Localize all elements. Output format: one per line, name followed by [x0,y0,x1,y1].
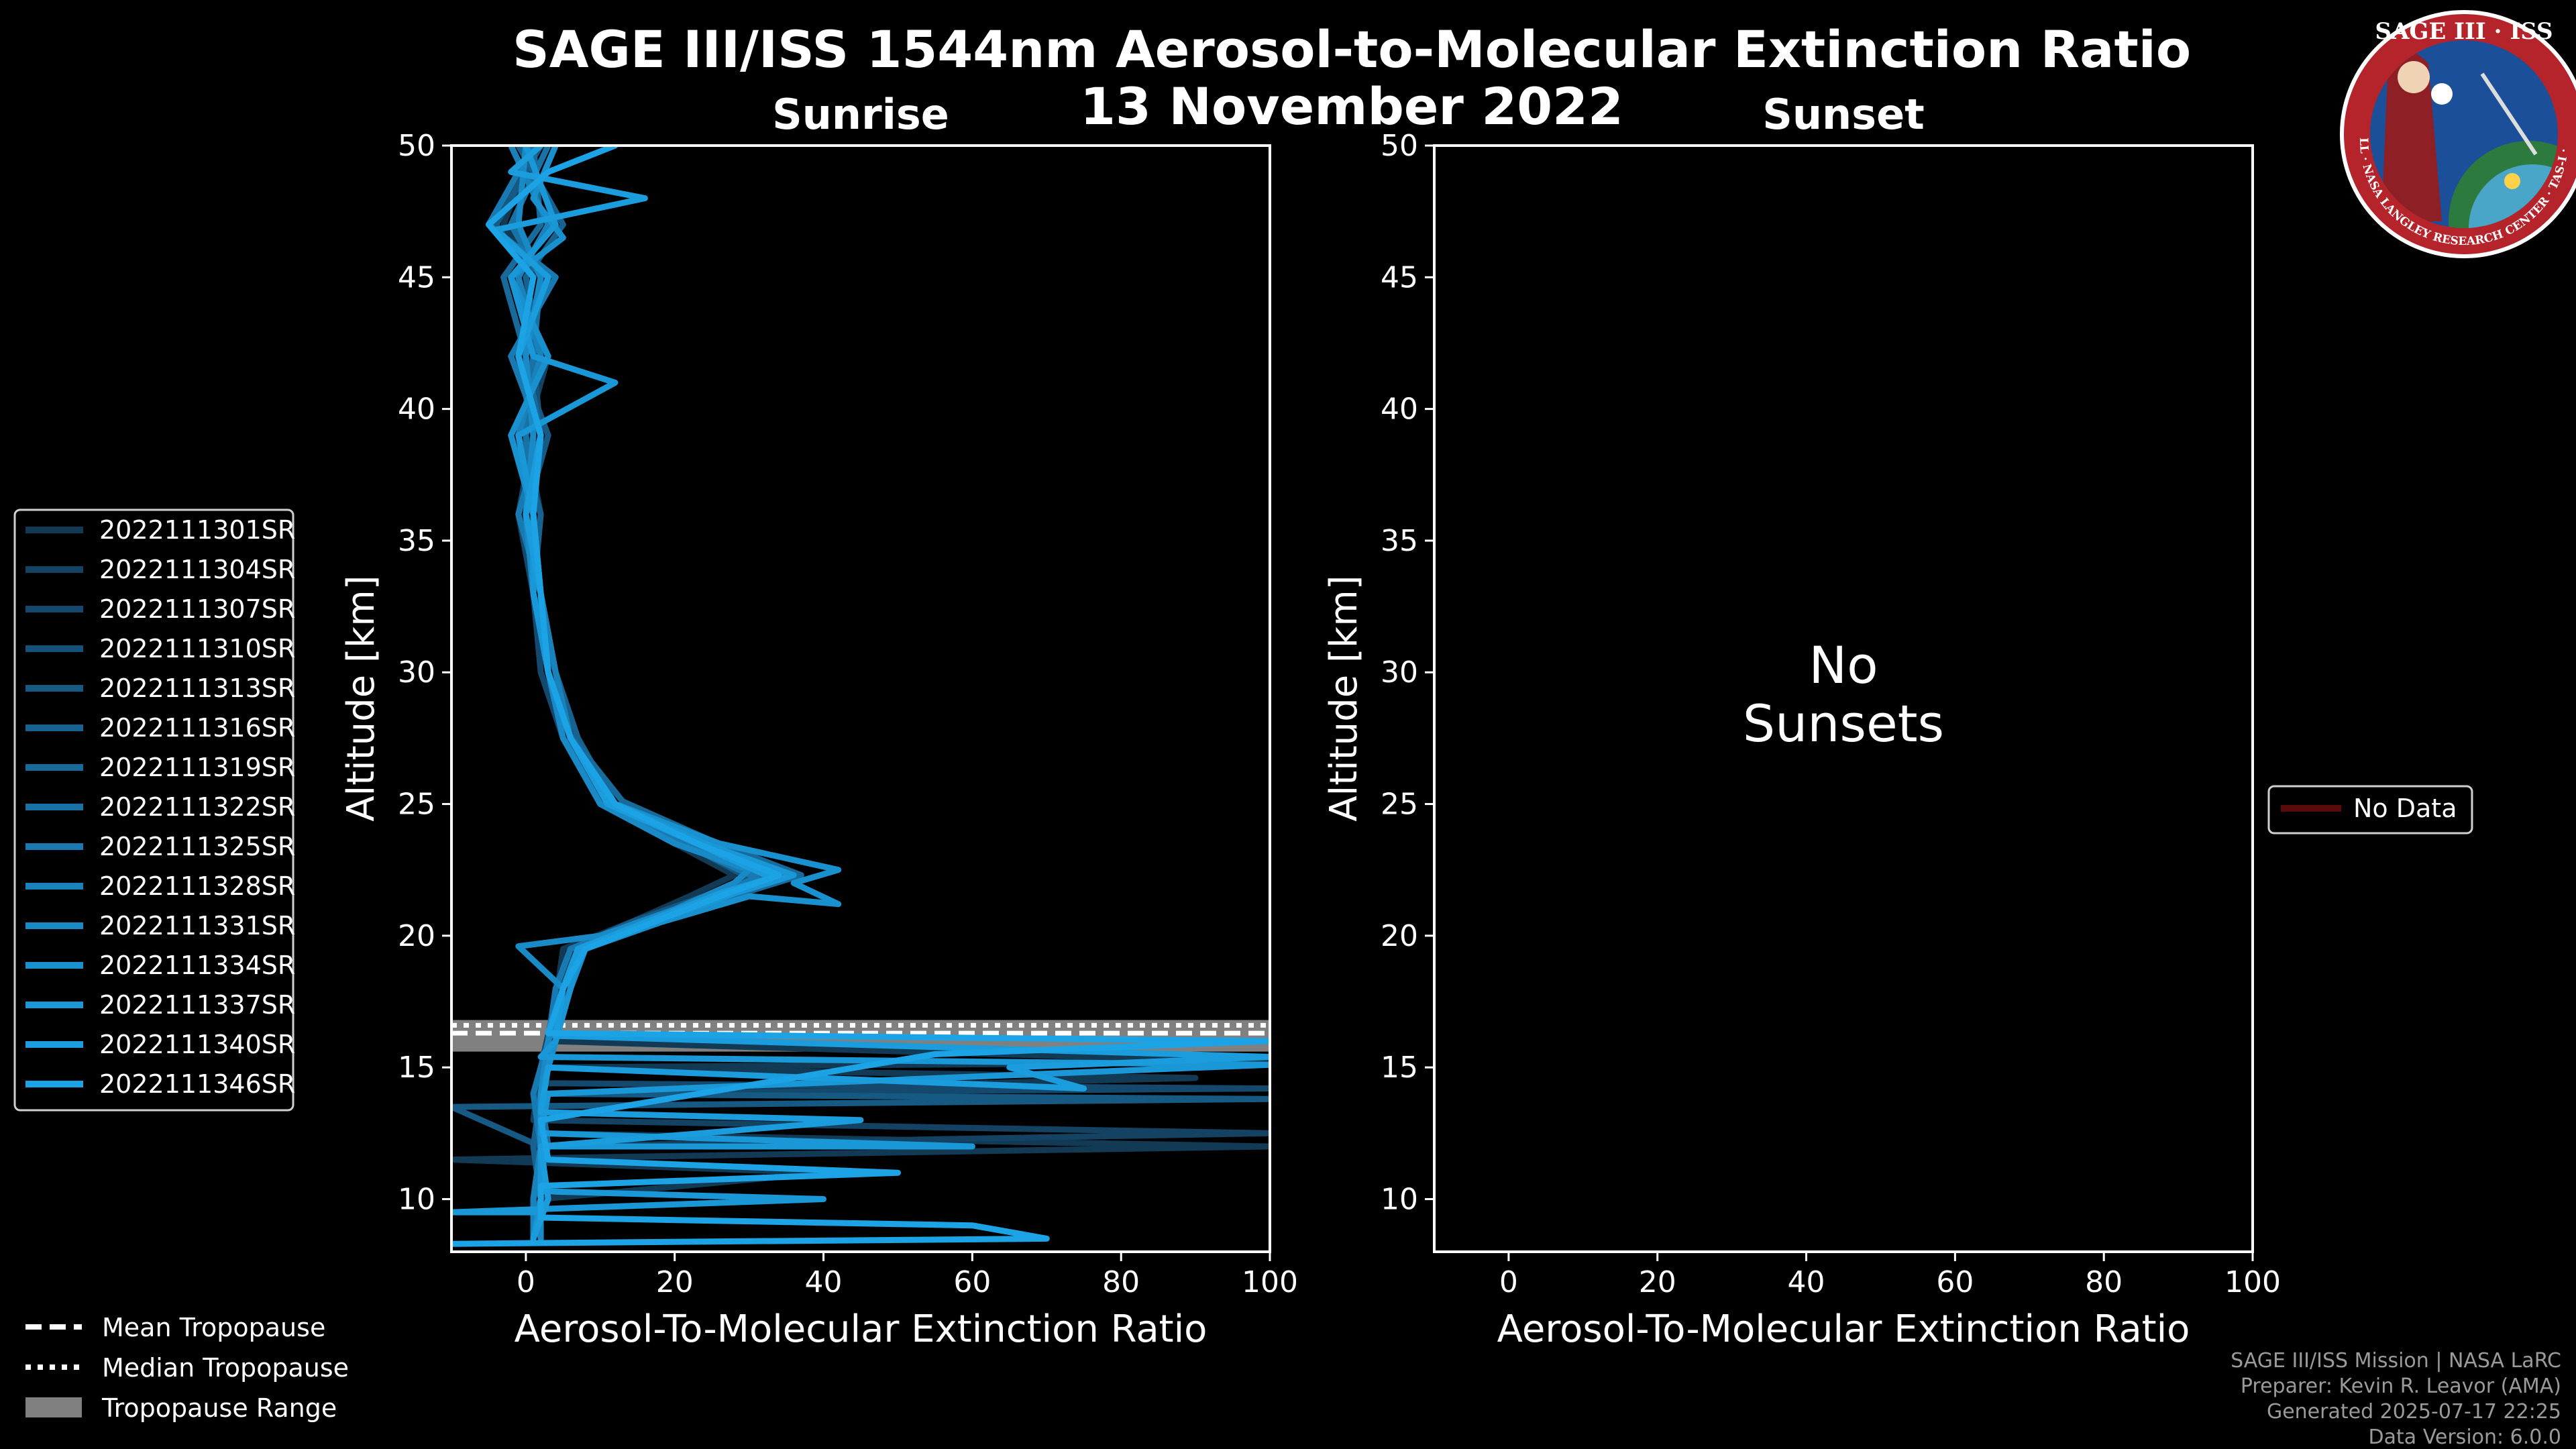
sunset-legend: No Data [2267,785,2473,835]
sunrise-plot-frame [450,144,1271,1253]
legend-label-2022111331SR: 2022111331SR [99,911,295,941]
mean-tropopause-label: Mean Tropopause [102,1313,325,1342]
no-data-line-1: No [1809,635,1878,695]
sunrise-y-axis-label: Altitude [km] [339,575,383,821]
tropopause-range-label: Tropopause Range [101,1393,337,1423]
y-tick-label: 20 [1381,919,1418,953]
credit-generated: Generated 2025-07-17 22:25 [2267,1400,2561,1424]
x-tick-label: 0 [517,1265,535,1299]
x-tick-label: 20 [656,1265,694,1299]
y-tick-label: 45 [398,260,435,294]
legend-label-2022111337SR: 2022111337SR [99,990,295,1020]
x-tick-label: 20 [1639,1265,1676,1299]
x-tick-label: 0 [1499,1265,1518,1299]
series-line-2022111346SR [451,146,1270,1247]
y-tick-label: 50 [398,129,435,163]
legend-label-2022111346SR: 2022111346SR [99,1069,295,1099]
y-tick-label: 40 [398,392,435,427]
legend-label-2022111334SR: 2022111334SR [99,951,295,980]
figure-title: SAGE III/ISS 1544nm Aerosol-to-Molecular… [513,19,2191,79]
legend-label-2022111313SR: 2022111313SR [99,674,295,703]
legend-label-2022111310SR: 2022111310SR [99,634,295,663]
legend-label-2022111301SR: 2022111301SR [99,515,295,545]
median-tropopause-label: Median Tropopause [102,1353,349,1383]
x-tick-label: 80 [2085,1265,2123,1299]
sunset-plot-frame [1433,144,2254,1253]
sunrise-plot: 0 20 40 60 80 100 10 15 20 25 30 35 40 45 50 Aerosol-T… [339,129,1298,1351]
credit-mission: SAGE III/ISS Mission | NASA LaRC [2231,1349,2561,1373]
sunset-legend-label: No Data [2353,794,2457,823]
y-tick-label: 30 [398,655,435,690]
y-tick-label: 10 [1381,1182,1418,1216]
x-tick-label: 60 [953,1265,991,1299]
credit-data-version: Data Version: 6.0.0 [2369,1426,2561,1449]
legend-label-2022111325SR: 2022111325SR [99,832,295,861]
tropopause-range-swatch [25,1397,82,1417]
sunrise-x-axis-label: Aerosol-To-Molecular Extinction Ratio [515,1307,1208,1351]
sunset-panel-title: Sunset [1762,90,1925,139]
legend-label-2022111322SR: 2022111322SR [99,792,295,822]
y-tick-label: 15 [398,1051,435,1085]
legend-label-2022111316SR: 2022111316SR [99,713,295,743]
sunset-ticks: 0 20 40 60 80 100 10 15 20 25 30 35 40 45 50 [1381,129,2281,1299]
legend-label-2022111307SR: 2022111307SR [99,594,295,624]
legend-label-2022111304SR: 2022111304SR [99,555,295,584]
y-tick-label: 15 [1381,1051,1418,1085]
sunset-legend-frame [2267,785,2473,835]
sunrise-series [451,146,1270,1247]
y-tick-label: 20 [398,919,435,953]
figure-date: 13 November 2022 [1080,76,1623,136]
y-tick-label: 10 [398,1182,435,1216]
sunrise-legend-frame [13,508,294,1112]
sunrise-panel-title: Sunrise [772,90,949,139]
tropopause-legend: Mean Tropopause Median Tropopause Tropop… [25,1313,349,1423]
x-tick-label: 40 [1788,1265,1825,1299]
y-tick-label: 40 [1381,392,1418,427]
series-line-2022111334SR [508,146,842,1242]
x-tick-label: 100 [2224,1265,2281,1299]
legend-label-2022111319SR: 2022111319SR [99,753,295,782]
x-tick-label: 40 [805,1265,843,1299]
sunset-plot: 0 20 40 60 80 100 10 15 20 25 30 35 40 45 50 No Sunset… [1322,129,2281,1351]
x-tick-label: 100 [1242,1265,1298,1299]
x-tick-label: 80 [1102,1265,1140,1299]
sunrise-ticks: 0 20 40 60 80 100 10 15 20 25 30 35 40 45 50 [398,129,1298,1299]
credits: SAGE III/ISS Mission | NASA LaRC Prepare… [2231,1349,2561,1449]
x-tick-label: 60 [1936,1265,1974,1299]
y-tick-label: 35 [398,524,435,558]
y-tick-label: 50 [1381,129,1418,163]
y-tick-label: 35 [1381,524,1418,558]
y-tick-label: 30 [1381,655,1418,690]
y-tick-label: 25 [398,788,435,822]
series-line-2022111301SR [451,146,1270,1242]
sunset-y-axis-label: Altitude [km] [1322,575,1366,821]
sunrise-legend: 2022111301SR 2022111304SR 2022111307SR 2022… [13,508,295,1112]
credit-preparer: Preparer: Kevin R. Leavor (AMA) [2241,1375,2561,1398]
logo-name: SAGE III · ISS [2375,18,2553,45]
y-tick-label: 45 [1381,260,1418,294]
legend-label-2022111328SR: 2022111328SR [99,871,295,901]
legend-label-2022111340SR: 2022111340SR [99,1030,295,1059]
y-tick-label: 25 [1381,788,1418,822]
sunset-x-axis-label: Aerosol-To-Molecular Extinction Ratio [1497,1307,2190,1351]
no-data-line-2: Sunsets [1743,694,1944,753]
